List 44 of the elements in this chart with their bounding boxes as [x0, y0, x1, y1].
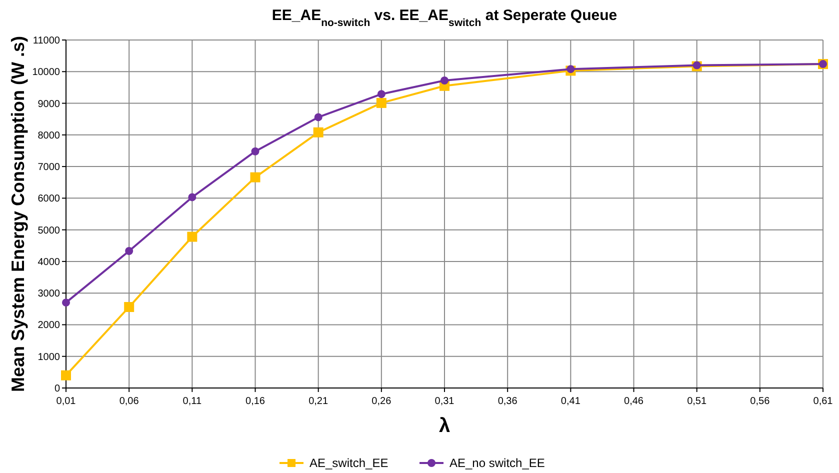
- y-tick-label: 11000: [32, 36, 60, 46]
- point: [376, 98, 386, 108]
- y-tick-label: 6000: [38, 194, 60, 205]
- y-tick-label: 10000: [32, 67, 60, 78]
- chart-title: EE_AE$_{no-switch}$ vs. EE_AE$_{switch}$ at Seperate Queue: [272, 7, 618, 29]
- point: [250, 172, 260, 182]
- x-tick-label: 0,06: [119, 396, 140, 407]
- point: [251, 147, 260, 156]
- x-tick-label: 0,51: [687, 396, 707, 407]
- x-tick-label: 0,46: [624, 396, 644, 407]
- y-tick-label: 9000: [38, 98, 60, 110]
- legend-label: AE_switch_EE: [310, 456, 388, 470]
- y-tick-label: 3000: [38, 288, 60, 300]
- point: [566, 65, 575, 74]
- x-tick-label: 0,41: [560, 396, 581, 407]
- y-tick-label: 7000: [38, 162, 60, 174]
- point: [61, 370, 71, 380]
- x-tick-label: 0,26: [372, 396, 392, 407]
- point: [377, 90, 386, 98]
- y-tick-label: 8000: [38, 130, 60, 142]
- y-tick-label: 2000: [38, 320, 60, 332]
- point: [314, 113, 322, 122]
- x-tick-label: 0,11: [182, 396, 202, 407]
- point: [440, 76, 448, 84]
- point: [124, 302, 134, 312]
- y-tick-label: 1000: [38, 352, 60, 363]
- x-tick-label: 0,61: [813, 396, 834, 407]
- x-tick-label: 0,21: [308, 396, 328, 407]
- x-tick-label: 0,36: [498, 396, 518, 407]
- point: [188, 193, 196, 202]
- y-tick-label: 4000: [38, 256, 60, 268]
- x-axis-title: λ: [438, 415, 450, 437]
- y-tick-label: 0: [54, 384, 60, 394]
- point: [187, 232, 198, 242]
- y-tick-label: 5000: [38, 225, 60, 236]
- x-tick-label: 0,01: [56, 396, 76, 407]
- x-tick-label: 0,16: [246, 396, 266, 407]
- point: [125, 247, 134, 256]
- point: [62, 298, 70, 307]
- x-tick-label: 0,56: [750, 396, 770, 407]
- point: [313, 127, 324, 138]
- legend-label: AE_no switch_EE: [450, 456, 545, 470]
- x-tick-label: 0,31: [434, 396, 455, 407]
- y-axis-title: Mean System Energy Consumption (W .s): [8, 36, 28, 392]
